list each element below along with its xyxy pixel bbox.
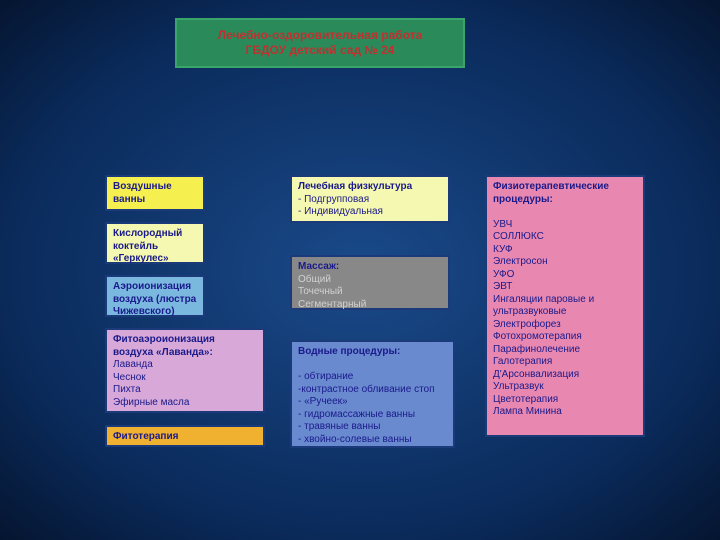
box-oxygen-cocktail: Кислородный коктейль «Геркулес» [105, 222, 205, 264]
box-title: Лечебная физкультура [298, 181, 412, 192]
box-item: Ингаляции паровые и ультразвуковые [493, 294, 637, 319]
box-title: Кислородный коктейль «Геркулес» [113, 228, 182, 264]
title-line2: ГБДОУ детский сад № 24 [246, 43, 395, 57]
box-title: Водные процедуры: [298, 346, 400, 357]
box-item: Д'Арсонвализация [493, 369, 637, 382]
box-item: ЭВТ [493, 281, 637, 294]
box-item: УВЧ [493, 219, 637, 232]
box-item: Чеснок [113, 372, 257, 385]
box-aeroionization: Аэроионизация воздуха (люстра Чижевского… [105, 275, 205, 317]
box-item: - гидромассажные ванны [298, 409, 447, 422]
box-title: Воздушные ванны [113, 181, 172, 205]
box-item: Галотерапия [493, 356, 637, 369]
box-therapeutic-exercise: Лечебная физкультура - Подгрупповая - Ин… [290, 175, 450, 223]
box-item: Эфирные масла [113, 397, 257, 410]
box-item: -контрастное обливание стоп [298, 384, 447, 397]
box-item: Электрофорез [493, 319, 637, 332]
box-air-baths: Воздушные ванны [105, 175, 205, 211]
box-item: УФО [493, 269, 637, 282]
box-phyto-aeroionization: Фитоаэроионизация воздуха «Лаванда»: Лав… [105, 328, 265, 413]
box-item: Лаванда [113, 359, 257, 372]
box-title: Массаж: [298, 261, 339, 272]
box-item: - обтирание [298, 371, 447, 384]
box-item: - Подгрупповая [298, 194, 442, 207]
box-item: Точечный [298, 286, 442, 299]
box-title: Физиотерапевтические процедуры: [493, 181, 609, 205]
box-item: - «Ручеек» [298, 396, 447, 409]
box-item: Электросон [493, 256, 637, 269]
box-title: Фитоаэроионизация воздуха «Лаванда»: [113, 334, 215, 358]
box-physiotherapy: Физиотерапевтические процедуры: УВЧ СОЛЛ… [485, 175, 645, 437]
box-item: Фотохромотерапия [493, 331, 637, 344]
box-item: - Индивидуальная [298, 206, 442, 219]
box-water-procedures: Водные процедуры: - обтирание -контрастн… [290, 340, 455, 448]
box-massage: Массаж: Общий Точечный Сегментарный [290, 255, 450, 310]
box-item: Парафинолечение [493, 344, 637, 357]
box-title: Аэроионизация воздуха (люстра Чижевского… [113, 281, 196, 317]
title-line1: Лечебно-оздоровительная работа [218, 28, 423, 42]
box-item: Общий [298, 274, 442, 287]
box-item: Лампа Минина [493, 406, 637, 419]
box-item: Цветотерапия [493, 394, 637, 407]
box-item: КУФ [493, 244, 637, 257]
box-item: Ультразвук [493, 381, 637, 394]
box-item: - хвойно-солевые ванны [298, 434, 447, 447]
box-item: Пихта [113, 384, 257, 397]
box-item: СОЛЛЮКС [493, 231, 637, 244]
box-item: - травяные ванны [298, 421, 447, 434]
box-item: Сегментарный [298, 299, 442, 312]
title-box: Лечебно-оздоровительная работа ГБДОУ дет… [175, 18, 465, 68]
box-phytotherapy: Фитотерапия [105, 425, 265, 447]
box-title: Фитотерапия [113, 431, 178, 442]
